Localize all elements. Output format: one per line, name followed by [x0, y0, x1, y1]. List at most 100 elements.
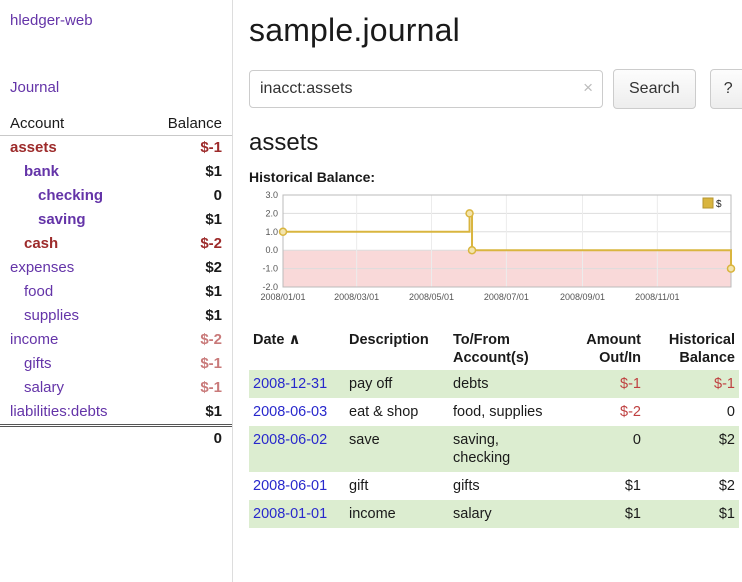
svg-text:3.0: 3.0	[265, 190, 278, 200]
account-row: saving $1	[0, 208, 232, 232]
register-row: 2008-06-01 gift gifts $1 $2	[249, 472, 739, 500]
transaction-balance: $-1	[714, 376, 735, 392]
accounts-header-balance: Balance	[142, 112, 232, 136]
account-balance: $1	[205, 403, 222, 420]
transaction-amount: 0	[632, 432, 641, 448]
register-header-account: To/From Account(s)	[453, 332, 529, 366]
chart-title: Historical Balance:	[249, 169, 376, 185]
transaction-description: gift	[349, 478, 369, 494]
account-link-bank[interactable]: bank	[24, 163, 60, 180]
clear-search-icon[interactable]: ×	[583, 78, 593, 97]
transaction-amount: $-2	[620, 404, 641, 420]
sidebar: hledger-web Journal Account Balance asse…	[0, 0, 233, 582]
account-balance: $-2	[200, 235, 222, 252]
account-row: liabilities:debts $1	[0, 400, 232, 426]
account-row: cash $-2	[0, 232, 232, 256]
account-heading: assets	[249, 129, 319, 156]
transaction-description: income	[349, 506, 396, 522]
search-input[interactable]	[249, 70, 603, 108]
transaction-date-link[interactable]: 2008-06-02	[253, 432, 328, 448]
svg-text:2008/01/01: 2008/01/01	[260, 292, 305, 302]
register-header-date[interactable]: Date ∧	[249, 328, 345, 370]
transaction-amount: $-1	[620, 376, 641, 392]
register-row: 2008-06-02 save saving, checking 0 $2	[249, 426, 739, 472]
search-row: × Search ?	[249, 69, 742, 109]
account-row: checking 0	[0, 184, 232, 208]
account-row: expenses $2	[0, 256, 232, 280]
account-link-gifts[interactable]: gifts	[24, 355, 52, 372]
register-header-description: Description	[349, 332, 429, 348]
transaction-date-link[interactable]: 2008-06-01	[253, 478, 328, 494]
account-row: gifts $-1	[0, 352, 232, 376]
svg-text:2008/07/01: 2008/07/01	[484, 292, 529, 302]
transaction-accounts: food, supplies	[453, 404, 543, 420]
account-balance: $-2	[200, 331, 222, 348]
transaction-accounts: salary	[453, 506, 492, 522]
transaction-description: save	[349, 432, 380, 448]
account-link-checking[interactable]: checking	[38, 187, 104, 204]
date-header-label: Date	[253, 332, 285, 348]
transaction-accounts: debts	[453, 376, 489, 392]
svg-text:2.0: 2.0	[265, 208, 278, 218]
account-balance: $2	[205, 259, 222, 276]
transaction-description: eat & shop	[349, 404, 419, 420]
account-link-saving[interactable]: saving	[38, 211, 86, 228]
svg-text:1.0: 1.0	[265, 227, 278, 237]
svg-text:2008/03/01: 2008/03/01	[334, 292, 379, 302]
account-row: bank $1	[0, 160, 232, 184]
transaction-date-link[interactable]: 2008-06-03	[253, 404, 328, 420]
transaction-balance: $2	[718, 478, 735, 494]
svg-text:0.0: 0.0	[265, 245, 278, 255]
register-header-amount: Amount Out/In	[586, 332, 641, 366]
account-row: food $1	[0, 280, 232, 304]
account-balance: $-1	[200, 139, 222, 156]
account-balance: $-1	[200, 379, 222, 396]
sort-ascending-icon: ∧	[288, 331, 301, 348]
svg-text:2008/09/01: 2008/09/01	[560, 292, 605, 302]
account-link-assets[interactable]: assets	[10, 139, 57, 156]
account-link-cash[interactable]: cash	[24, 235, 59, 252]
account-balance: 0	[213, 187, 222, 204]
account-row: supplies $1	[0, 304, 232, 328]
account-balance: $1	[205, 307, 222, 324]
transaction-balance: 0	[726, 404, 735, 420]
svg-text:2008/11/01: 2008/11/01	[635, 292, 679, 302]
transaction-balance: $2	[718, 432, 735, 448]
accounts-header-row: Account Balance	[0, 112, 232, 136]
svg-text:-2.0: -2.0	[262, 282, 278, 292]
transaction-accounts: gifts	[453, 478, 480, 494]
main-content: sample.journal × Search ? assets Histori…	[233, 0, 742, 582]
register-row: 2008-06-03 eat & shop food, supplies $-2…	[249, 398, 739, 426]
help-button[interactable]: ?	[709, 69, 742, 109]
accounts-header-account: Account	[0, 112, 143, 136]
account-link-expenses[interactable]: expenses	[10, 259, 75, 276]
sidebar-item-journal[interactable]: Journal	[10, 79, 60, 96]
register-row: 2008-01-01 income salary $1 $1	[249, 500, 739, 528]
account-balance: $1	[205, 283, 222, 300]
account-balance: $1	[205, 211, 222, 228]
transaction-balance: $1	[718, 506, 735, 522]
account-row: assets $-1	[0, 136, 232, 161]
transaction-accounts: saving, checking	[453, 432, 511, 466]
account-link-supplies[interactable]: supplies	[24, 307, 80, 324]
register-header-row: Date ∧ Description To/From Account(s) Am…	[249, 328, 739, 370]
account-link-income[interactable]: income	[10, 331, 59, 348]
app-title-link[interactable]: hledger-web	[10, 12, 93, 29]
register-table: Date ∧ Description To/From Account(s) Am…	[249, 328, 739, 528]
search-box: ×	[249, 70, 603, 108]
transaction-date-link[interactable]: 2008-12-31	[253, 376, 328, 392]
search-button[interactable]: Search	[613, 69, 696, 109]
account-link-salary[interactable]: salary	[24, 379, 65, 396]
transaction-amount: $1	[624, 478, 641, 494]
accounts-total-row: 0	[0, 424, 232, 451]
svg-text:$: $	[716, 199, 722, 210]
transaction-date-link[interactable]: 2008-01-01	[253, 506, 328, 522]
accounts-table: Account Balance assets $-1 bank $1 check…	[0, 112, 232, 451]
account-link-liabilities-debts[interactable]: liabilities:debts	[10, 403, 108, 420]
account-row: salary $-1	[0, 376, 232, 400]
svg-text:2008/05/01: 2008/05/01	[409, 292, 454, 302]
register-header-balance: Historical Balance	[668, 332, 735, 366]
account-link-food[interactable]: food	[24, 283, 54, 300]
